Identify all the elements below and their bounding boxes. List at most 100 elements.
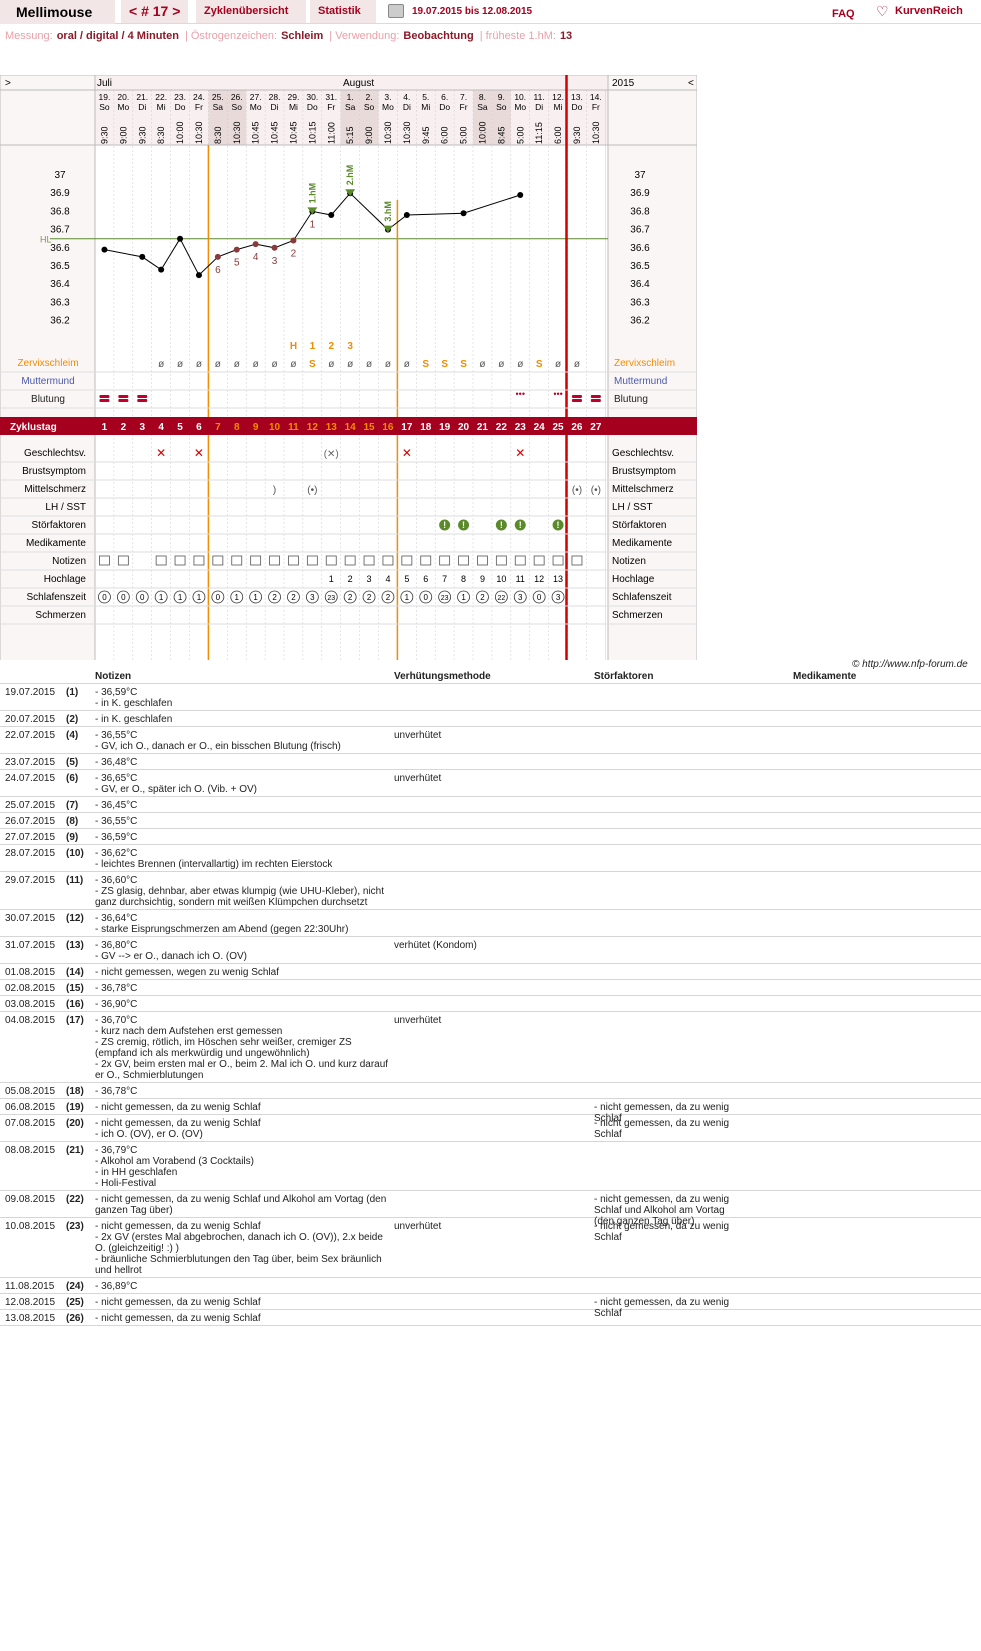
username[interactable]: Mellimouse bbox=[0, 0, 115, 24]
note-date: 04.08.2015 bbox=[5, 1015, 56, 1026]
note-date: 31.07.2015 bbox=[5, 940, 56, 951]
sleep-value: 2 bbox=[348, 593, 353, 602]
note-day-number: (1) bbox=[66, 687, 79, 698]
time-label: 9:30 bbox=[99, 126, 109, 144]
note-day-number: (13) bbox=[66, 940, 84, 951]
weekday-label: Do bbox=[439, 102, 450, 112]
peak-label: 1 bbox=[310, 341, 316, 352]
note-icon bbox=[269, 555, 280, 566]
sleep-clock-icon bbox=[400, 590, 414, 604]
cycle-day: 7 bbox=[215, 422, 221, 433]
note-date: 24.07.2015 bbox=[5, 773, 56, 784]
faq-link[interactable]: FAQ bbox=[832, 8, 855, 20]
date-label: 5. bbox=[422, 92, 429, 102]
note-date: 01.08.2015 bbox=[5, 967, 56, 978]
notes-row: 28.07.2015 (10) - 36,62°C - leichtes Brenn… bbox=[0, 845, 981, 872]
cycle-day: 6 bbox=[196, 422, 202, 433]
time-label: 10:30 bbox=[232, 121, 242, 144]
bleeding-icon bbox=[590, 399, 601, 402]
notes-row: 10.08.2015 (23) - nicht gemessen, da zu we… bbox=[0, 1218, 981, 1278]
notes-row: 20.07.2015 (2) - in K. geschlafen bbox=[0, 711, 981, 727]
y-tick-left: 36.3 bbox=[50, 297, 70, 308]
copyright[interactable]: © http://www.nfp-forum.de bbox=[852, 659, 968, 670]
note-day-number: (2) bbox=[66, 714, 79, 725]
note-date: 23.07.2015 bbox=[5, 757, 56, 768]
cm-value: ø bbox=[196, 359, 202, 370]
disturbance-icon bbox=[552, 519, 564, 531]
date-label: 19. bbox=[99, 92, 111, 102]
row-label: Hochlage bbox=[44, 574, 87, 585]
tab-statistics[interactable]: Statistik bbox=[310, 0, 376, 23]
date-label: 25. bbox=[212, 92, 224, 102]
nav-next-button[interactable]: < bbox=[688, 78, 694, 89]
top-bar: Mellimouse < # 17 > Zyklenübersicht Stat… bbox=[0, 0, 981, 24]
note-icon bbox=[250, 555, 262, 566]
note-day-number: (6) bbox=[66, 773, 79, 784]
sleep-value: 0 bbox=[537, 593, 542, 602]
notes-row: 29.07.2015 (11) - 36,60°C - ZS glasig, deh… bbox=[0, 872, 981, 910]
note-text: - 36,45°C bbox=[95, 800, 138, 811]
temp-point bbox=[252, 241, 259, 248]
tab-cycle-overview[interactable]: Zyklenübersicht bbox=[196, 0, 306, 23]
hochlage-value: 4 bbox=[385, 574, 390, 584]
row-label: Medikamente bbox=[26, 538, 86, 549]
peak-label: 2 bbox=[328, 341, 334, 352]
sleep-clock-icon bbox=[343, 590, 357, 604]
low-number: 5 bbox=[234, 258, 240, 269]
sleep-value: 1 bbox=[405, 593, 410, 602]
spotting-icon: ••• bbox=[516, 389, 525, 399]
date-label: 20. bbox=[117, 92, 129, 102]
note-disturbance: - nicht gemessen, da zu wenig Schlaf bbox=[594, 1118, 730, 1140]
weekday-label: Sa bbox=[213, 102, 224, 112]
sleep-value: 2 bbox=[480, 593, 485, 602]
mittelschmerz-icon: (•) bbox=[307, 485, 317, 496]
sleep-clock-icon bbox=[173, 590, 187, 604]
notes-row: 05.08.2015 (18) - 36,78°C bbox=[0, 1083, 981, 1099]
row-label: Störfaktoren bbox=[32, 520, 86, 531]
low-number: 2 bbox=[291, 249, 297, 260]
note-text: - in K. geschlafen bbox=[95, 714, 173, 725]
sleep-clock-icon bbox=[268, 590, 281, 604]
cm-value: S bbox=[309, 359, 316, 370]
temp-point bbox=[290, 237, 297, 244]
time-label: 10:30 bbox=[591, 121, 601, 144]
note-contraception: unverhütet bbox=[394, 1015, 442, 1026]
note-date: 11.08.2015 bbox=[5, 1281, 55, 1292]
date-label: 6. bbox=[441, 92, 448, 102]
sleep-clock-icon bbox=[457, 590, 470, 604]
sleep-value: 1 bbox=[253, 593, 258, 602]
time-label: 6:00 bbox=[553, 126, 563, 144]
temp-point bbox=[101, 246, 108, 253]
nav-prev-button[interactable]: > bbox=[5, 78, 11, 89]
hm-label: 1.hM bbox=[307, 183, 317, 204]
note-text: - 36,48°C bbox=[95, 757, 138, 768]
note-icon bbox=[117, 555, 129, 566]
note-icon bbox=[458, 555, 469, 566]
cycle-nav[interactable]: < # 17 > bbox=[121, 0, 189, 23]
note-day-number: (11) bbox=[66, 875, 84, 886]
note-date: 12.08.2015 bbox=[5, 1297, 56, 1308]
temp-point bbox=[139, 253, 146, 260]
printer-icon[interactable] bbox=[388, 4, 404, 18]
note-text: - 36,78°C bbox=[95, 1086, 138, 1097]
cm-value: ø bbox=[328, 359, 334, 370]
date-label: 8. bbox=[479, 92, 486, 102]
row-label-right: Medikamente bbox=[612, 538, 672, 549]
note-date: 27.07.2015 bbox=[5, 832, 56, 843]
bleeding-label-right: Blutung bbox=[614, 394, 648, 405]
low-number: 1 bbox=[310, 219, 316, 230]
logo[interactable]: KurvenReich bbox=[895, 5, 963, 17]
cycle-day: 1 bbox=[102, 422, 108, 433]
cm-value: ø bbox=[366, 359, 372, 370]
row-label: Schmerzen bbox=[35, 610, 86, 621]
hochlage-value: 6 bbox=[423, 574, 428, 584]
time-label: 10:45 bbox=[288, 121, 298, 144]
notes-row: 22.07.2015 (4) - 36,55°C - GV, ich O., dan… bbox=[0, 727, 981, 754]
date-label: 27. bbox=[250, 92, 262, 102]
note-text: - 36,78°C bbox=[95, 983, 138, 994]
note-icon bbox=[155, 555, 167, 566]
hochlage-value: 9 bbox=[480, 574, 485, 584]
cycle-day-band bbox=[0, 417, 697, 435]
notes-row: 03.08.2015 (16) - 36,90°C bbox=[0, 996, 981, 1012]
note-date: 13.08.2015 bbox=[5, 1313, 56, 1324]
